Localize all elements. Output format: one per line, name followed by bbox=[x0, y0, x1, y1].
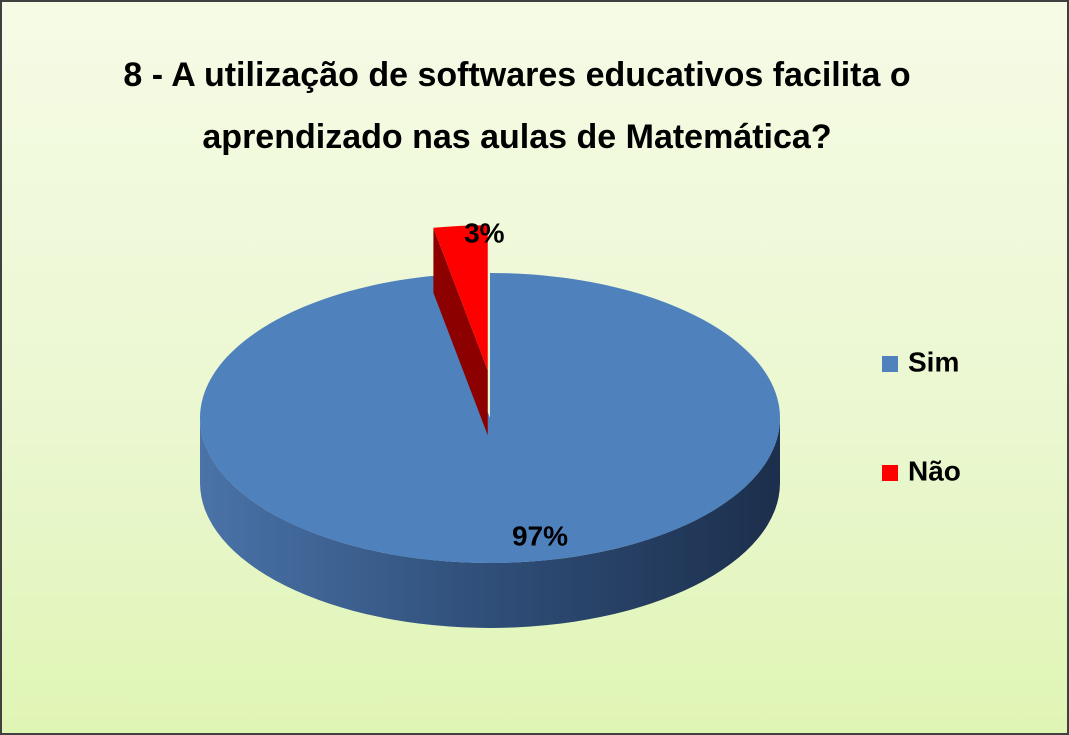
pie-wall bbox=[433, 227, 488, 436]
pie-slice bbox=[200, 273, 781, 563]
data-label: 3% bbox=[464, 218, 505, 249]
legend-label: Não bbox=[908, 455, 961, 486]
legend-swatch bbox=[882, 465, 898, 481]
pie-side bbox=[200, 418, 780, 628]
pie-slice bbox=[433, 225, 488, 371]
legend-swatch bbox=[882, 356, 898, 372]
chart-title: 8 - A utilização de softwares educativos… bbox=[123, 56, 911, 156]
legend-label: Sim bbox=[908, 346, 959, 377]
data-label: 97% bbox=[512, 520, 568, 551]
